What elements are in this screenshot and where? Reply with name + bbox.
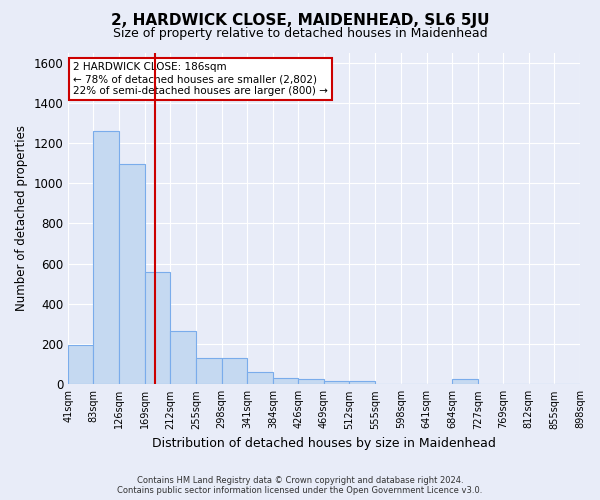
Bar xyxy=(145,272,170,384)
Text: 2, HARDWICK CLOSE, MAIDENHEAD, SL6 5JU: 2, HARDWICK CLOSE, MAIDENHEAD, SL6 5JU xyxy=(111,12,489,28)
X-axis label: Distribution of detached houses by size in Maidenhead: Distribution of detached houses by size … xyxy=(152,437,496,450)
Bar xyxy=(349,380,375,384)
Bar xyxy=(170,331,196,384)
Y-axis label: Number of detached properties: Number of detached properties xyxy=(15,126,28,312)
Bar xyxy=(119,164,145,384)
Bar xyxy=(273,378,298,384)
Text: Size of property relative to detached houses in Maidenhead: Size of property relative to detached ho… xyxy=(113,28,487,40)
Bar xyxy=(221,358,247,384)
Bar xyxy=(68,345,93,385)
Bar xyxy=(452,380,478,384)
Bar xyxy=(93,131,119,384)
Text: Contains HM Land Registry data © Crown copyright and database right 2024.
Contai: Contains HM Land Registry data © Crown c… xyxy=(118,476,482,495)
Bar xyxy=(247,372,273,384)
Bar xyxy=(324,380,349,384)
Text: 2 HARDWICK CLOSE: 186sqm
← 78% of detached houses are smaller (2,802)
22% of sem: 2 HARDWICK CLOSE: 186sqm ← 78% of detach… xyxy=(73,62,328,96)
Bar xyxy=(298,380,324,384)
Bar xyxy=(196,358,221,384)
